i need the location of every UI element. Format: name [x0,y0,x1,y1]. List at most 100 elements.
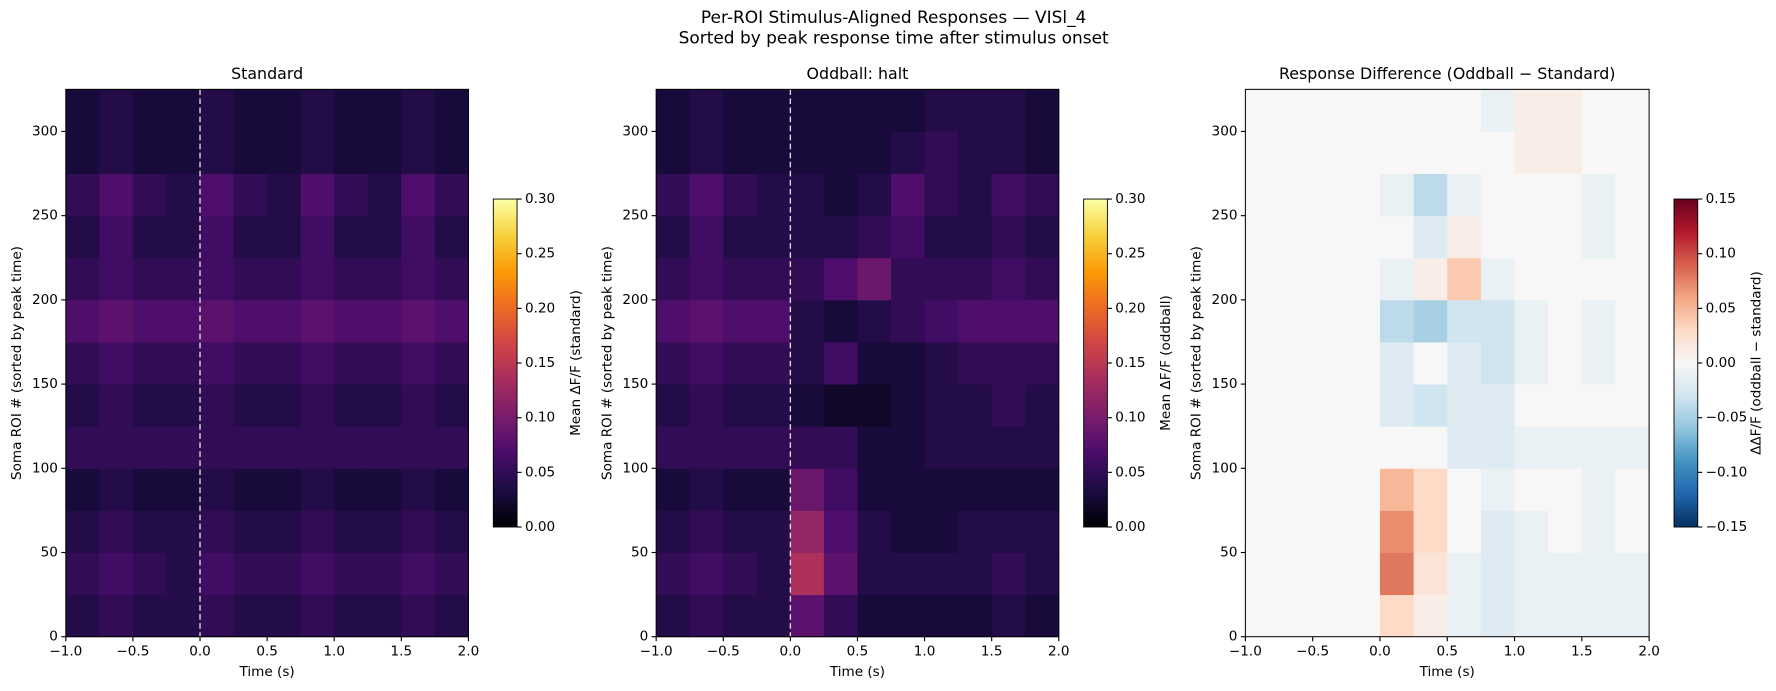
heatmap-cell [723,384,758,427]
heatmap-cell [1279,173,1314,217]
heatmap-cell [1279,299,1314,343]
heatmap-cell [891,341,926,385]
heatmap-cell [300,341,335,385]
heatmap-cell [367,341,402,385]
heatmap-cell [334,131,369,175]
heatmap-cell [300,552,335,596]
heatmap-cell [401,552,436,596]
heatmap-cell [1025,299,1060,343]
heatmap-cell [300,215,335,259]
heatmap-cell [200,89,235,132]
heatmap-cell [334,510,369,553]
heatmap-cell [823,510,858,553]
heatmap-cell [1581,384,1616,427]
heatmap-cell [1379,468,1415,511]
colorbar-label: Mean ΔF/F (standard) [568,290,584,436]
heatmap-cell [1581,426,1616,469]
heatmap-cell [1413,89,1448,132]
heatmap-cell [200,299,235,343]
heatmap-cell [857,384,892,427]
heatmap-cell [1413,552,1448,596]
heatmap-cell [1279,468,1314,511]
heatmap-cell [267,89,302,132]
heatmap-cell [132,299,167,343]
heatmap-cell [689,594,724,638]
heatmap-cell [334,173,369,217]
heatmap-cell [756,173,791,217]
heatmap-cell [1279,341,1314,385]
heatmap-cell [958,552,993,596]
y-tick-label: 150 [32,376,58,392]
heatmap-cell [689,131,724,175]
heatmap-cell [857,594,892,638]
heatmap-cell [166,594,201,638]
heatmap-cell [1346,426,1381,469]
heatmap-cell [958,426,993,469]
heatmap-cell [401,510,436,553]
heatmap-cell [689,215,724,259]
heatmap-cell [924,299,959,343]
heatmap-cell [401,131,436,175]
heatmap-cell [1346,468,1381,511]
heatmap-cell [1548,131,1583,175]
heatmap-cell [434,257,469,301]
heatmap-cell [200,341,235,385]
heatmap-cell [891,215,926,259]
heatmap-cell [891,426,926,469]
heatmap-cell [924,426,959,469]
heatmap-cell [166,215,201,259]
heatmap-cell [857,468,892,511]
heatmap-cell [1615,552,1650,596]
y-axis-label: Soma ROI # (sorted by peak time) [1189,246,1205,480]
heatmap-cell [756,299,791,343]
heatmap-cell [200,131,235,175]
heatmap-cell [132,384,167,427]
heatmap-cell [132,215,167,259]
heatmap-cell [233,468,268,511]
heatmap-cell [166,384,201,427]
heatmap-cell [267,215,302,259]
heatmap-cell [991,510,1026,553]
heatmap-cell [434,215,469,259]
heatmap-cell [1581,341,1616,385]
heatmap-cell [1615,468,1650,511]
heatmap-cell [891,89,926,132]
heatmap-cell [958,384,993,427]
heatmap-cell [166,89,201,132]
heatmap-cell [166,173,201,217]
heatmap-cell [958,89,993,132]
heatmap-cell [1312,468,1347,511]
heatmap-cell [790,215,825,259]
heatmap-cell [1514,257,1549,301]
colorbar-tick-label: 0.25 [1115,246,1145,262]
heatmap-cell [1413,594,1448,638]
heatmap-cell [233,384,268,427]
heatmap-cell [233,426,268,469]
heatmap-cell [1245,341,1280,385]
heatmap-cell [656,89,691,132]
heatmap-cell [200,384,235,427]
colorbar [1673,198,1699,528]
x-tick-label: 1.5 [981,643,1003,659]
heatmap-cell [1025,426,1060,469]
heatmap-cell [1581,131,1616,175]
figure-subtitle: Sorted by peak response time after stimu… [679,27,1109,47]
heatmap-cell [723,552,758,596]
heatmap-cell [823,257,858,301]
heatmap-cell [1025,215,1060,259]
x-tick-label: −1.0 [49,643,82,659]
heatmap-cell [723,594,758,638]
heatmap-cell [1413,468,1448,511]
heatmap-cell [991,341,1026,385]
axes-title: Oddball: halt [807,64,909,83]
y-tick-label: 0 [49,629,58,645]
heatmap-cell [200,594,235,638]
heatmap-cell [790,594,825,638]
heatmap-cell [1480,384,1515,427]
heatmap-cell [958,594,993,638]
heatmap-cell [334,468,369,511]
heatmap-cell [434,384,469,427]
colorbar-tick-label: −0.10 [1706,464,1748,480]
heatmap-cell [823,173,858,217]
heatmap-cell [1346,131,1381,175]
